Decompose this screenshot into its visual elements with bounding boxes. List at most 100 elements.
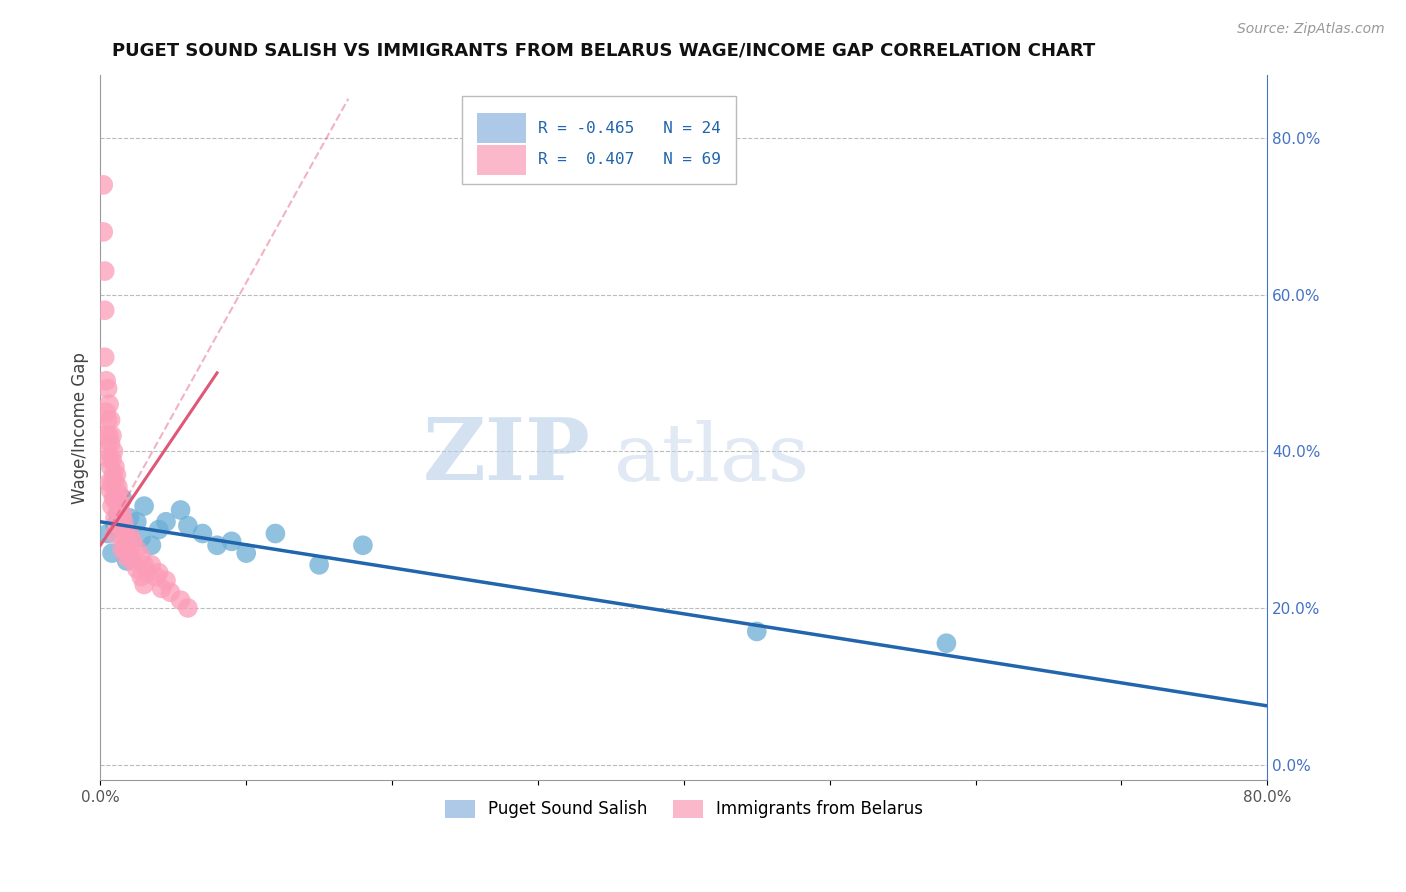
Point (108, 511, 131, 525)
Point (107, 499, 129, 513)
Legend: Puget Sound Salish, Immigrants from Belarus: Puget Sound Salish, Immigrants from Bela… (439, 793, 929, 825)
Point (96, 405, 118, 419)
Point (118, 546, 141, 560)
Point (93, 350, 115, 364)
Point (177, 601, 200, 615)
Point (169, 593, 191, 607)
Point (108, 487, 131, 501)
Point (114, 523, 136, 537)
Point (308, 558, 330, 572)
Point (141, 558, 163, 572)
Point (155, 574, 177, 588)
Point (169, 503, 191, 517)
Point (101, 499, 124, 513)
Point (125, 542, 148, 557)
Point (132, 499, 155, 513)
Point (103, 444, 125, 458)
Point (235, 546, 257, 560)
Point (136, 566, 159, 580)
Text: R =  0.407   N = 69: R = 0.407 N = 69 (538, 153, 721, 168)
Point (132, 577, 155, 591)
Point (98, 428, 121, 442)
Point (110, 515, 132, 529)
Point (111, 507, 134, 521)
Point (148, 566, 170, 580)
Point (91, 225, 114, 239)
Point (91, 178, 114, 192)
Point (101, 475, 124, 490)
Point (101, 428, 124, 442)
Text: atlas: atlas (614, 420, 808, 499)
Point (101, 546, 124, 560)
Point (104, 518, 127, 533)
Point (159, 585, 181, 599)
Point (104, 475, 127, 490)
Point (121, 554, 143, 568)
Point (103, 467, 125, 482)
Point (93, 303, 115, 318)
Point (132, 558, 155, 572)
Point (191, 526, 214, 541)
Point (100, 413, 122, 427)
Point (125, 515, 148, 529)
Point (115, 549, 138, 564)
Point (98, 452, 121, 467)
Point (352, 538, 374, 552)
Point (104, 511, 127, 525)
Point (121, 534, 143, 549)
Point (97, 413, 120, 427)
FancyBboxPatch shape (477, 113, 526, 143)
Point (101, 452, 124, 467)
Point (141, 538, 163, 552)
Point (177, 518, 200, 533)
Text: R = -0.465   N = 24: R = -0.465 N = 24 (538, 120, 721, 136)
FancyBboxPatch shape (463, 96, 737, 185)
Text: Source: ZipAtlas.com: Source: ZipAtlas.com (1237, 22, 1385, 37)
Point (117, 538, 139, 552)
Point (100, 459, 122, 474)
Point (150, 582, 173, 596)
Point (264, 526, 287, 541)
Point (145, 569, 167, 583)
Point (97, 444, 120, 458)
Point (97, 526, 120, 541)
Point (104, 526, 127, 541)
Point (221, 534, 243, 549)
Point (118, 511, 141, 525)
Point (104, 491, 127, 506)
Point (97, 382, 120, 396)
Point (115, 554, 138, 568)
Y-axis label: Wage/Income Gap: Wage/Income Gap (72, 351, 89, 504)
Point (125, 562, 148, 576)
Point (107, 507, 129, 521)
Point (100, 483, 122, 498)
Point (111, 523, 134, 537)
Point (107, 518, 129, 533)
Point (935, 636, 957, 650)
Point (129, 569, 152, 583)
Point (129, 531, 152, 545)
Text: ZIP: ZIP (423, 414, 591, 498)
Point (111, 542, 134, 557)
Point (129, 549, 152, 564)
Text: PUGET SOUND SALISH VS IMMIGRANTS FROM BELARUS WAGE/INCOME GAP CORRELATION CHART: PUGET SOUND SALISH VS IMMIGRANTS FROM BE… (112, 42, 1095, 60)
Point (148, 523, 170, 537)
Point (96, 428, 118, 442)
FancyBboxPatch shape (477, 145, 526, 175)
Point (110, 495, 132, 509)
Point (105, 491, 128, 506)
Point (98, 397, 121, 411)
Point (745, 624, 768, 639)
Point (112, 534, 135, 549)
Point (103, 491, 125, 506)
Point (205, 538, 228, 552)
Point (93, 264, 115, 278)
Point (100, 436, 122, 450)
Point (118, 526, 141, 541)
Point (114, 542, 136, 557)
Point (115, 531, 138, 545)
Point (104, 459, 127, 474)
Point (112, 515, 135, 529)
Point (96, 374, 118, 388)
Point (107, 479, 129, 493)
